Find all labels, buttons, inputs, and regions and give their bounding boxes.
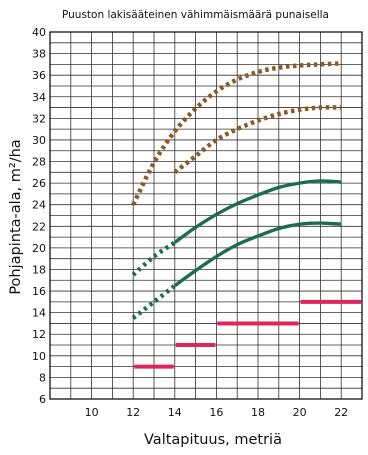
y-tick-label: 30 (32, 134, 46, 147)
minimum-levels-group (134, 299, 361, 369)
y-tick-label: 6 (39, 393, 46, 406)
y-tick-label: 10 (32, 350, 46, 363)
y-tick-label: 14 (32, 307, 46, 320)
x-tick-label: 22 (334, 406, 348, 419)
y-tick-label: 34 (32, 91, 46, 104)
x-tick-labels: 10 12 14 16 18 20 22 (85, 406, 349, 419)
grid (49, 31, 363, 400)
chart-title: Puuston lakisääteinen vähimmäismäärä pun… (62, 9, 329, 21)
y-tick-label: 22 (32, 220, 46, 233)
y-axis-label: Pohjapinta-ala, m²/ha (8, 139, 24, 294)
series-line-dotted (173, 105, 342, 175)
x-tick-label: 20 (293, 406, 307, 419)
x-tick-label: 18 (251, 406, 265, 419)
series-line-solid (173, 221, 342, 288)
y-tick-label: 36 (32, 69, 46, 82)
x-tick-label: 12 (126, 406, 140, 419)
x-tick-label: 16 (209, 406, 223, 419)
plot-frame (49, 31, 363, 400)
y-tick-label: 16 (32, 285, 46, 298)
x-tick-label: 14 (168, 406, 182, 419)
y-tick-label: 28 (32, 156, 46, 169)
y-tick-label: 26 (32, 177, 46, 190)
y-tick-label: 38 (32, 48, 46, 61)
series-line-solid (173, 179, 342, 244)
y-tick-label: 24 (32, 199, 46, 212)
y-tick-label: 32 (32, 112, 46, 125)
series-group (131, 61, 342, 320)
y-tick-label: 40 (32, 26, 46, 39)
y-tick-label: 18 (32, 263, 46, 276)
y-tick-labels: 6 8 10 12 14 16 18 20 22 24 26 28 30 32 34 36 38 40 (32, 26, 46, 406)
x-tick-label: 10 (85, 406, 99, 419)
y-tick-label: 12 (32, 328, 46, 341)
x-axis-label: Valtapituus, metriä (144, 432, 282, 448)
y-tick-label: 8 (39, 371, 46, 384)
y-tick-label: 20 (32, 242, 46, 255)
